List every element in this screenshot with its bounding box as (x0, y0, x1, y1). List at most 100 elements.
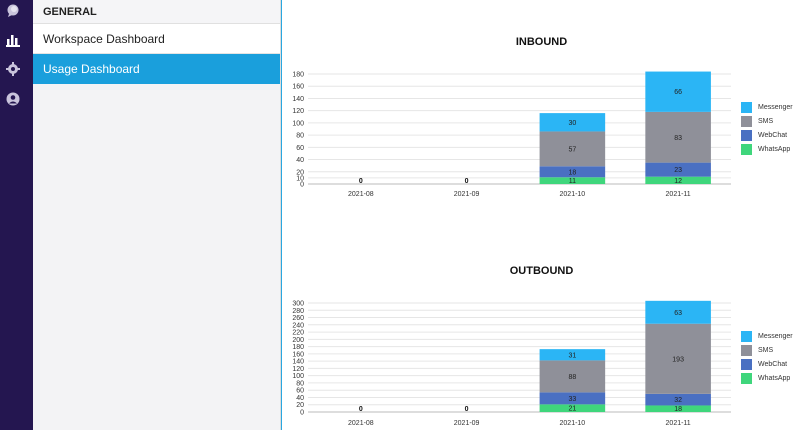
legend-item-messenger: Messenger (741, 100, 793, 114)
bar-value-label: 193 (672, 356, 684, 363)
bar-segment-whatsapp (539, 177, 606, 184)
legend-label: Messenger (758, 332, 793, 340)
legend-label: Messenger (758, 103, 793, 111)
y-tick-label: 0 (300, 182, 304, 189)
legend-item-whatsapp: WhatsApp (741, 142, 793, 156)
y-tick-label: 240 (292, 322, 304, 329)
bar-value-label: 88 (568, 374, 576, 381)
bar-segment-messenger (645, 300, 711, 324)
y-tick-label: 40 (296, 157, 304, 164)
bar-segment-webchat (539, 166, 606, 178)
y-tick-label: 60 (296, 145, 304, 152)
y-tick-label: 0 (300, 410, 304, 417)
y-tick-label: 80 (296, 380, 304, 387)
x-tick-label: 2021-11 (666, 420, 691, 427)
sidebar-section-header: GENERAL (33, 0, 280, 24)
y-tick-label: 80 (296, 133, 304, 140)
bar-segment-webchat (645, 393, 711, 406)
outbound-legend: Messenger SMS WebChat WhatsApp (741, 329, 793, 385)
bar-zero-label: 0 (465, 406, 469, 413)
bar-segment-whatsapp (645, 176, 711, 184)
outbound-chart-title: OUTBOUND (509, 265, 574, 277)
y-tick-label: 160 (292, 84, 304, 91)
x-tick-label: 2021-10 (560, 420, 586, 427)
y-tick-label: 120 (292, 108, 304, 115)
user-icon[interactable] (6, 92, 20, 106)
bar-value-label: 18 (674, 406, 682, 413)
y-tick-label: 40 (296, 395, 304, 402)
legend-item-whatsapp: WhatsApp (741, 371, 793, 385)
gear-icon[interactable] (6, 62, 20, 76)
bar-value-label: 23 (674, 167, 682, 174)
legend-swatch (741, 115, 752, 127)
bar-zero-label: 0 (465, 178, 469, 185)
y-tick-label: 60 (296, 388, 304, 395)
legend-swatch (741, 101, 752, 113)
y-tick-label: 20 (296, 169, 304, 176)
x-tick-label: 2021-08 (348, 191, 374, 198)
y-tick-label: 120 (292, 366, 304, 373)
legend-item-sms: SMS (741, 343, 793, 357)
bar-value-label: 32 (674, 397, 682, 404)
legend-label: WebChat (758, 360, 788, 368)
bar-chart-icon[interactable] (6, 33, 20, 47)
legend-label: SMS (758, 346, 774, 354)
inbound-legend: Messenger SMS WebChat WhatsApp (741, 100, 793, 156)
outbound-chart: 0204060801001201401601802002202402602803… (292, 300, 731, 427)
bar-segment-messenger (539, 113, 606, 132)
legend-swatch (741, 344, 752, 356)
bar-segment-messenger (539, 349, 606, 361)
main-panel: INBOUND 0 10 20 40 60 80 100 120 140 160 180 0 2021-… (281, 0, 800, 430)
bar-value-label: 31 (568, 352, 576, 359)
legend-label: WhatsApp (758, 374, 791, 382)
legend-item-sms: SMS (741, 114, 793, 128)
bar-value-label: 12 (674, 178, 682, 185)
x-tick-label: 2021-09 (454, 420, 480, 427)
y-tick-label: 140 (292, 359, 304, 366)
y-tick-label: 10 (296, 175, 304, 182)
legend-label: SMS (758, 117, 774, 125)
bar-value-label: 33 (568, 396, 576, 403)
bar-segment-whatsapp (539, 404, 606, 412)
y-tick-label: 280 (292, 308, 304, 315)
y-tick-label: 200 (292, 337, 304, 344)
y-tick-label: 180 (292, 344, 304, 351)
legend-item-messenger: Messenger (741, 329, 793, 343)
bar-value-label: 11 (569, 178, 576, 185)
legend-swatch (741, 129, 752, 141)
y-tick-label: 260 (292, 315, 304, 322)
y-tick-label: 140 (292, 96, 304, 103)
bar-value-label: 18 (568, 169, 576, 176)
bar-segment-sms (645, 323, 711, 394)
bar-zero-label: 0 (359, 406, 363, 413)
legend-item-webchat: WebChat (741, 357, 793, 371)
bar-value-label: 30 (568, 120, 576, 127)
legend-swatch (741, 330, 752, 342)
bar-segment-webchat (539, 392, 606, 405)
sidebar: GENERAL Workspace Dashboard Usage Dashbo… (33, 0, 281, 430)
sidebar-item-workspace-dashboard[interactable]: Workspace Dashboard (33, 24, 280, 54)
sidebar-item-usage-dashboard[interactable]: Usage Dashboard (33, 54, 280, 84)
icon-rail (0, 0, 33, 430)
inbound-chart-title: INBOUND (515, 36, 568, 48)
y-tick-label: 180 (292, 72, 304, 79)
y-tick-label: 20 (296, 402, 304, 409)
bar-value-label: 63 (674, 310, 682, 317)
y-tick-label: 300 (292, 301, 304, 308)
bar-zero-label: 0 (359, 178, 363, 185)
y-tick-label: 100 (292, 120, 304, 127)
bar-value-label: 21 (568, 406, 576, 413)
x-tick-label: 2021-11 (666, 191, 691, 198)
y-tick-label: 100 (292, 373, 304, 380)
chat-bubble-icon[interactable] (6, 4, 20, 18)
inbound-chart: 0102040608010012014016018002021-0802021-… (292, 71, 731, 198)
bar-segment-webchat (645, 162, 711, 177)
bar-segment-messenger (645, 71, 711, 112)
legend-swatch (741, 358, 752, 370)
legend-item-webchat: WebChat (741, 128, 793, 142)
legend-swatch (741, 143, 752, 155)
bar-segment-whatsapp (645, 405, 711, 412)
bar-value-label: 83 (674, 135, 682, 142)
bar-segment-sms (539, 131, 606, 167)
